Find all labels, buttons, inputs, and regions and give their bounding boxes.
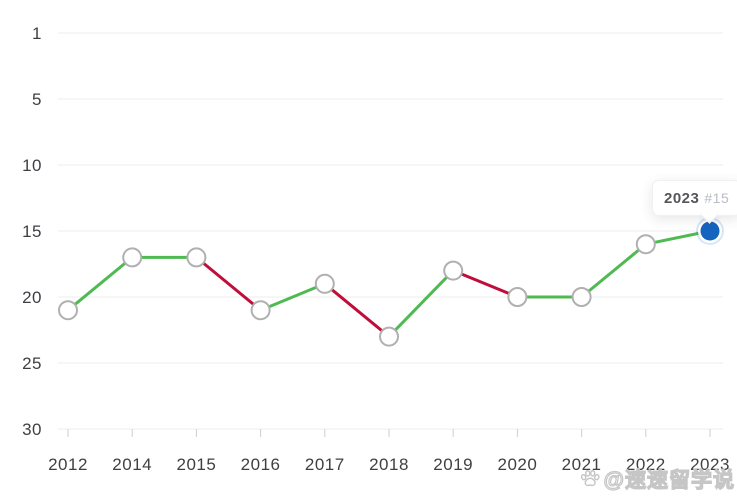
- data-point-marker[interactable]: [250, 300, 271, 321]
- x-axis-label: 2016: [241, 455, 281, 474]
- line-segment: [259, 282, 327, 312]
- data-point-marker[interactable]: [58, 300, 78, 321]
- current-point-marker[interactable]: [700, 221, 720, 241]
- data-point-marker[interactable]: [507, 287, 528, 307]
- x-axis-label: 2014: [112, 455, 152, 474]
- line-segment: [66, 255, 134, 312]
- y-axis-label: 1: [32, 24, 42, 43]
- y-axis-label: 20: [22, 288, 42, 307]
- x-axis-label: 2023: [690, 455, 730, 474]
- line-segment: [323, 282, 391, 339]
- data-point-marker[interactable]: [379, 326, 399, 347]
- x-axis-label: 2021: [562, 455, 602, 474]
- y-axis-label: 30: [22, 420, 42, 439]
- data-point-marker[interactable]: [571, 287, 592, 307]
- x-axis-label: 2022: [626, 455, 666, 474]
- data-point-marker[interactable]: [186, 247, 207, 268]
- line-segment: [194, 255, 263, 312]
- y-axis-label: 15: [22, 222, 42, 241]
- line-segment: [387, 269, 455, 339]
- data-point-marker[interactable]: [122, 247, 143, 268]
- data-point-marker[interactable]: [443, 260, 464, 281]
- x-axis-label: 2018: [369, 455, 409, 474]
- y-axis-label: 25: [22, 354, 42, 373]
- y-axis-label: 10: [22, 156, 42, 175]
- y-axis-label: 5: [32, 90, 42, 109]
- data-point-marker[interactable]: [635, 234, 656, 255]
- x-axis-label: 2012: [48, 455, 88, 474]
- line-segment: [451, 269, 519, 299]
- x-axis-label: 2017: [305, 455, 345, 474]
- tooltip-rank: #15: [704, 190, 730, 206]
- tooltip: 2023 #15: [652, 180, 737, 224]
- tooltip-year: 2023: [664, 189, 700, 207]
- x-axis-label: 2019: [433, 455, 473, 474]
- x-axis-label: 2015: [176, 455, 216, 474]
- x-axis-label: 2020: [497, 455, 537, 474]
- data-point-marker[interactable]: [314, 273, 335, 294]
- line-segment: [580, 242, 648, 299]
